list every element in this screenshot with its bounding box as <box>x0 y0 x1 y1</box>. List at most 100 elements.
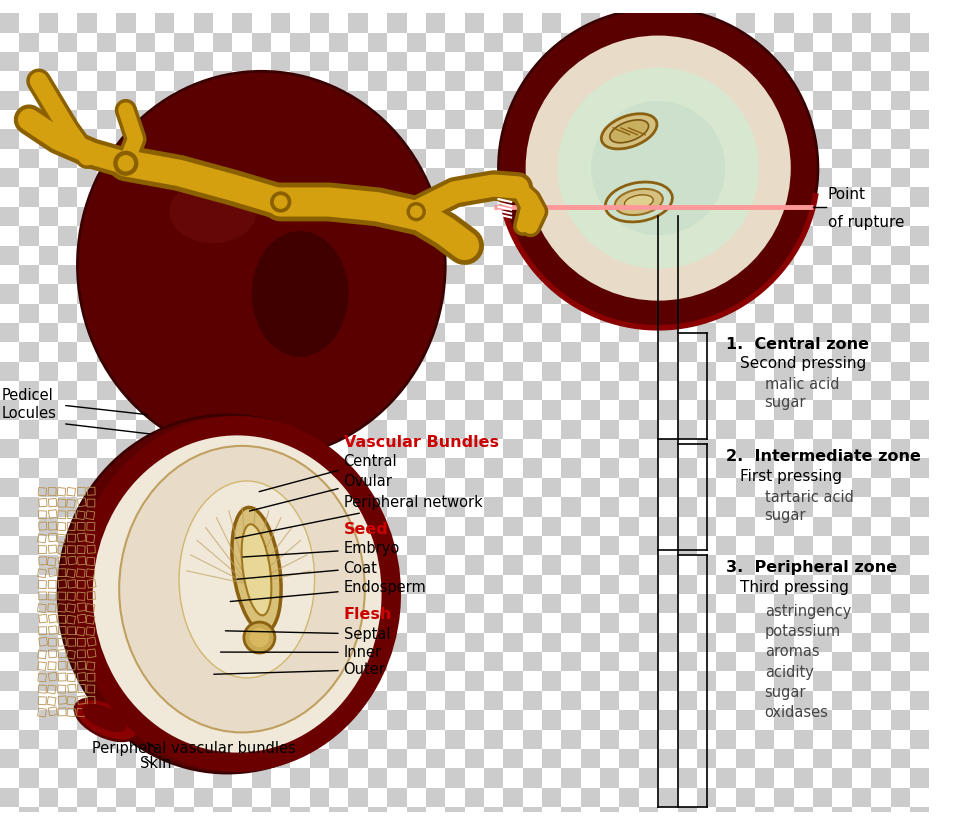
Bar <box>252 361 271 381</box>
Bar <box>329 807 348 825</box>
Bar <box>19 168 38 187</box>
Bar <box>0 516 19 536</box>
Bar <box>77 639 85 648</box>
Circle shape <box>118 155 134 172</box>
Bar <box>135 265 155 285</box>
Bar <box>77 522 85 530</box>
Bar <box>58 265 78 285</box>
Bar <box>600 729 619 749</box>
Bar <box>735 13 755 32</box>
Bar <box>735 323 755 342</box>
Bar <box>794 265 813 285</box>
Bar <box>735 187 755 207</box>
Bar <box>368 729 387 749</box>
Bar <box>310 187 329 207</box>
Bar <box>58 381 78 400</box>
Bar <box>813 13 832 32</box>
Bar <box>194 729 213 749</box>
Bar <box>78 148 97 168</box>
Bar <box>445 613 465 633</box>
Bar <box>445 285 465 304</box>
Bar <box>755 749 775 768</box>
Bar <box>368 71 387 91</box>
Bar <box>213 91 232 110</box>
Bar <box>155 168 174 187</box>
Bar <box>678 613 697 633</box>
Bar <box>775 148 794 168</box>
Bar <box>19 323 38 342</box>
Bar <box>426 361 445 381</box>
Bar <box>310 381 329 400</box>
Bar <box>271 285 290 304</box>
Bar <box>368 130 387 148</box>
Bar <box>48 638 57 646</box>
Bar <box>116 729 135 749</box>
Bar <box>329 323 348 342</box>
Bar <box>581 633 600 652</box>
Bar <box>678 207 697 226</box>
Bar <box>503 516 522 536</box>
Bar <box>58 510 66 518</box>
Bar <box>484 439 503 459</box>
Bar <box>38 285 58 304</box>
Text: Endosperm: Endosperm <box>230 580 426 601</box>
Bar <box>503 168 522 187</box>
Bar <box>194 652 213 672</box>
Bar <box>465 575 484 594</box>
Bar <box>794 187 813 207</box>
Bar <box>19 265 38 285</box>
Bar <box>97 633 116 652</box>
Bar <box>832 323 852 342</box>
Bar <box>852 555 871 575</box>
Bar <box>910 555 929 575</box>
Bar <box>562 420 581 439</box>
Bar <box>68 639 76 646</box>
Bar <box>58 246 78 265</box>
Bar <box>445 32 465 52</box>
Bar <box>38 265 58 285</box>
Bar <box>174 536 194 555</box>
Bar <box>155 381 174 400</box>
Bar <box>58 71 78 91</box>
Text: Flesh: Flesh <box>344 607 392 622</box>
Text: oxidases: oxidases <box>765 705 828 720</box>
Bar <box>755 32 775 52</box>
Bar <box>871 91 891 110</box>
Bar <box>78 511 85 518</box>
Bar <box>697 536 716 555</box>
Bar <box>871 130 891 148</box>
Bar <box>97 439 116 459</box>
Bar <box>813 381 832 400</box>
Bar <box>910 710 929 729</box>
Bar <box>387 246 406 265</box>
Bar <box>794 91 813 110</box>
Bar <box>155 788 174 807</box>
Bar <box>116 575 135 594</box>
Bar <box>290 594 310 613</box>
Bar <box>426 400 445 420</box>
Bar <box>832 71 852 91</box>
Bar <box>910 672 929 691</box>
Bar <box>852 207 871 226</box>
Ellipse shape <box>244 622 275 653</box>
Bar <box>465 110 484 130</box>
Bar <box>0 168 19 187</box>
Bar <box>484 52 503 71</box>
Bar <box>0 749 19 768</box>
Bar <box>387 710 406 729</box>
Bar <box>678 246 697 265</box>
Bar <box>813 807 832 825</box>
Bar <box>406 381 426 400</box>
Bar <box>735 555 755 575</box>
Bar <box>58 729 78 749</box>
Bar <box>19 729 38 749</box>
Bar <box>87 708 95 716</box>
Bar <box>871 400 891 420</box>
Bar <box>116 130 135 148</box>
Bar <box>290 187 310 207</box>
Bar <box>387 71 406 91</box>
Bar <box>678 575 697 594</box>
Bar <box>871 788 891 807</box>
Bar <box>775 168 794 187</box>
Bar <box>581 749 600 768</box>
